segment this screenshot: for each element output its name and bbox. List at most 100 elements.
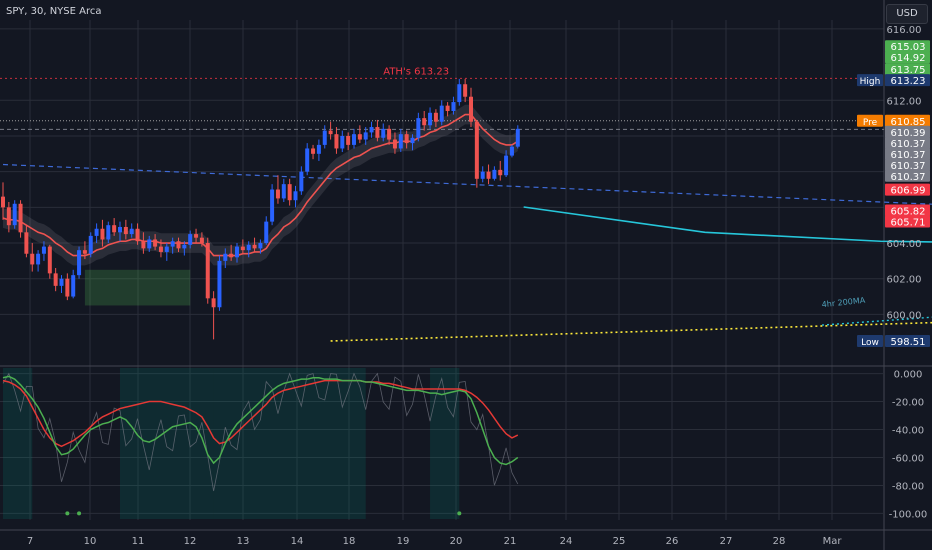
candle — [100, 219, 105, 247]
price-tick-label: 602.00 — [887, 275, 922, 286]
candle-body — [205, 243, 210, 299]
time-tick-label: 19 — [397, 536, 410, 547]
osc-tick-label: -60.00 — [892, 453, 924, 464]
osc-tick-label: -80.00 — [892, 481, 924, 492]
price-tag-value: 610.37 — [891, 161, 926, 172]
candle — [176, 237, 181, 252]
time-tick-label: 11 — [132, 536, 145, 547]
candle — [287, 178, 292, 206]
price-tag-value: 614.92 — [891, 53, 926, 64]
candle — [164, 243, 169, 261]
symbol-title: SPY, 30, NYSE Arca — [6, 6, 102, 17]
price-tag-value: 606.99 — [891, 186, 926, 197]
candle-body — [264, 221, 269, 244]
candle — [106, 221, 111, 244]
candle — [375, 119, 380, 142]
candle-body — [18, 203, 23, 233]
price-tag-value: 605.82 — [891, 207, 926, 218]
candle-body — [410, 137, 415, 144]
osc-tick-label: -20.00 — [892, 398, 924, 409]
candle-body — [498, 169, 503, 176]
time-tick-label: 13 — [237, 536, 250, 547]
candle — [59, 275, 64, 293]
candle — [398, 128, 403, 153]
price-tag-box — [885, 169, 930, 182]
candle — [381, 123, 386, 142]
candle-body — [293, 191, 298, 201]
osc-tick-label: -100.00 — [889, 509, 928, 520]
candle — [422, 110, 427, 131]
price-tag-value: 613.75 — [891, 65, 926, 76]
candle — [474, 119, 479, 188]
osc-tick-label: 0.000 — [894, 370, 923, 381]
candle-body — [322, 130, 327, 145]
candle — [457, 78, 462, 106]
candle-body — [112, 225, 117, 233]
candle — [515, 125, 520, 149]
candle-body — [463, 84, 468, 97]
candle-body — [135, 228, 140, 242]
price-tag-value: 610.37 — [891, 150, 926, 161]
price-tag-box — [885, 215, 930, 228]
price-tag-box — [885, 40, 930, 53]
candle — [88, 232, 93, 258]
candle — [147, 235, 152, 252]
candle-body — [147, 239, 152, 249]
candle-body — [118, 226, 122, 233]
price-tag-box — [885, 183, 930, 196]
price-tag: 610.37 — [885, 158, 930, 172]
candle — [346, 132, 351, 151]
candle — [498, 160, 503, 181]
time-tick-label: 14 — [291, 536, 304, 547]
osc-signal-dot — [457, 511, 462, 516]
osc-main-line — [2, 375, 519, 466]
candle-body — [123, 226, 128, 235]
price-tag-value: 610.39 — [891, 128, 926, 139]
candle — [492, 166, 497, 181]
candle — [229, 244, 234, 261]
candle-body — [428, 112, 433, 126]
ema-band — [3, 104, 518, 266]
ema-slow-line — [523, 206, 932, 243]
candle-body — [311, 148, 316, 154]
candle-body — [398, 134, 403, 149]
candle-body — [469, 96, 473, 122]
candle-body — [375, 127, 380, 138]
candle-body — [387, 128, 392, 140]
price-tag-value: 605.71 — [891, 218, 926, 229]
candle-body — [252, 244, 257, 249]
candle-body — [433, 112, 438, 122]
candle — [469, 87, 473, 128]
time-tick-label: 26 — [666, 536, 679, 547]
currency-button[interactable]: USD — [886, 4, 928, 24]
candle-body — [41, 246, 46, 254]
candle — [223, 248, 228, 269]
time-tick-label: Mar — [823, 536, 843, 547]
candle-body — [515, 128, 520, 147]
candle — [41, 241, 46, 261]
price-tag-box — [885, 51, 930, 64]
candle-body — [94, 228, 99, 236]
candle-body — [194, 234, 199, 238]
price-tag: 610.85 Pre — [857, 114, 930, 128]
candle — [328, 121, 333, 140]
time-tick-label: 12 — [184, 536, 197, 547]
candle-body — [24, 232, 29, 254]
candle-body — [363, 132, 368, 140]
support-zone — [84, 269, 191, 306]
candle-body — [492, 169, 497, 179]
candle-body — [88, 235, 93, 254]
candle — [65, 273, 70, 301]
time-tick-label: 25 — [613, 536, 626, 547]
price-tag-box — [885, 125, 930, 138]
time-tick-label: 21 — [504, 536, 517, 547]
candle-body — [6, 207, 11, 226]
candle-body — [199, 237, 204, 244]
time-tick-label: 7 — [27, 536, 33, 547]
candle — [416, 112, 421, 142]
candle — [340, 130, 345, 153]
candle-body — [340, 135, 345, 149]
candle — [199, 232, 204, 247]
candle — [392, 132, 397, 154]
